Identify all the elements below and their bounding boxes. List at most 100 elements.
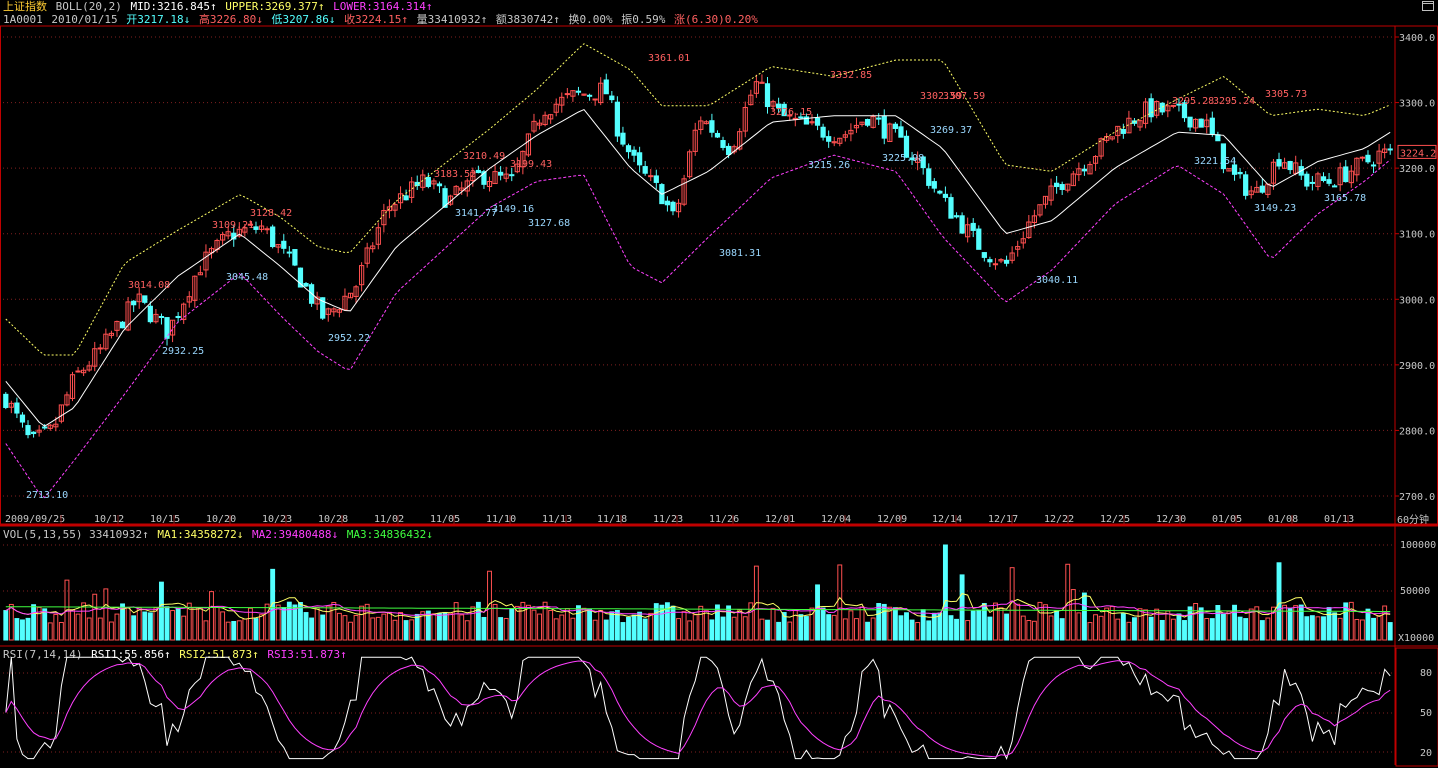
window-maximize-icon[interactable]	[1420, 0, 1436, 14]
volume-bar	[197, 607, 203, 641]
candle-body	[1270, 161, 1277, 184]
volume-bar	[1248, 608, 1254, 641]
high-price-label: 3276.15	[770, 107, 812, 118]
candle-body	[548, 114, 554, 120]
indicator-name[interactable]: BOLL(20,2)	[55, 0, 122, 13]
index-title[interactable]: 上证指数	[3, 0, 47, 13]
quote-date: 2010/01/15	[51, 13, 118, 26]
volume-label[interactable]: VOL(5,13,55) 33410932↑	[3, 528, 149, 541]
rsi-lines	[5, 656, 1391, 760]
volume-bar	[481, 616, 487, 641]
volume-bar	[247, 607, 253, 641]
volume-bar	[603, 619, 609, 641]
candle-body	[1115, 125, 1121, 137]
high-price-label: 3014.08	[128, 280, 170, 291]
volume-bar	[186, 602, 192, 641]
candle-body	[536, 122, 543, 126]
candle-body	[297, 267, 304, 288]
candle-body	[1009, 252, 1015, 261]
candle-body	[397, 193, 404, 204]
date-axis-label: 11/05	[430, 514, 460, 525]
candle-body	[270, 226, 276, 248]
volume-bar	[1198, 607, 1204, 641]
high-price-label: 3199.43	[510, 159, 552, 170]
volume-bar	[981, 603, 987, 641]
candle-body	[937, 190, 943, 194]
candle-body	[1198, 118, 1204, 128]
volume-bar	[1359, 619, 1365, 641]
candle-body	[687, 151, 693, 178]
volume-bar	[170, 610, 176, 641]
volume-bar	[1004, 613, 1010, 641]
candle-body	[425, 176, 431, 187]
date-axis-label: 10/28	[318, 514, 348, 525]
volume-bar	[1254, 606, 1260, 641]
volume-bar	[1126, 621, 1132, 641]
candle-body	[714, 132, 721, 138]
volume-bar	[592, 619, 598, 641]
volume-bar	[142, 611, 148, 641]
candle-body	[1003, 259, 1010, 264]
volume-bar	[31, 604, 37, 641]
candle-body	[586, 94, 593, 97]
volume-bar	[1309, 615, 1315, 641]
quote-amplitude: 振0.59%	[621, 13, 666, 26]
volume-bar	[848, 610, 854, 641]
volume-bar	[108, 621, 114, 641]
candle-body	[1076, 168, 1082, 176]
volume-bar	[1343, 602, 1349, 641]
volume-bar	[737, 609, 743, 641]
date-axis-label: 11/23	[653, 514, 683, 525]
volume-bar	[331, 601, 337, 641]
candle-body	[1259, 185, 1265, 193]
candle-body	[1243, 174, 1249, 196]
volume-bar	[692, 614, 698, 641]
candle-body	[119, 321, 126, 329]
rsi-label[interactable]: RSI(7,14,14)	[3, 648, 83, 661]
date-axis-label: 12/14	[932, 514, 962, 525]
volume-bar	[831, 614, 837, 641]
volume-bar	[1054, 609, 1060, 641]
candle-body	[803, 116, 810, 125]
candle-body	[320, 297, 326, 319]
volume-bar	[242, 618, 248, 641]
candle-body	[1320, 176, 1327, 181]
candle-body	[1365, 154, 1371, 163]
volume-bar	[626, 616, 631, 641]
volume-bar	[292, 604, 298, 641]
candle-body	[570, 90, 576, 97]
volume-bar	[209, 591, 214, 641]
candle-body	[1337, 167, 1343, 186]
candle-body	[909, 157, 915, 161]
volume-bar	[1354, 618, 1360, 641]
candle-body	[81, 369, 87, 374]
volume-bar	[1237, 616, 1243, 641]
volume-bar	[942, 544, 948, 641]
candle-body	[637, 152, 643, 166]
volume-bar	[1176, 613, 1182, 641]
volume-bar	[58, 621, 64, 641]
volume-bar	[8, 603, 14, 641]
volume-bar	[131, 615, 137, 641]
high-price-label: 3305.73	[1265, 89, 1307, 100]
volume-bar	[553, 618, 559, 641]
candle-body	[375, 227, 381, 245]
date-axis-label: 12/01	[765, 514, 795, 525]
volume-bar	[1081, 592, 1087, 641]
volume-bar	[398, 611, 403, 641]
date-axis-label: 2009/09/25	[5, 514, 65, 525]
rsi-axis-label: 20	[1420, 748, 1432, 759]
candle-body	[1054, 182, 1060, 188]
candle-body	[1015, 246, 1021, 250]
volume-bar	[120, 603, 125, 641]
price-axis-label: 3000.0	[1399, 295, 1435, 306]
volume-bar	[1093, 614, 1098, 641]
volume-ma2: MA2:39480488↓	[252, 528, 339, 541]
volume-bar	[437, 612, 442, 641]
candle-body	[14, 402, 20, 414]
candle-body	[225, 231, 231, 237]
volume-bar	[664, 602, 670, 641]
candle-body	[592, 98, 598, 101]
candle-body	[1148, 98, 1154, 118]
